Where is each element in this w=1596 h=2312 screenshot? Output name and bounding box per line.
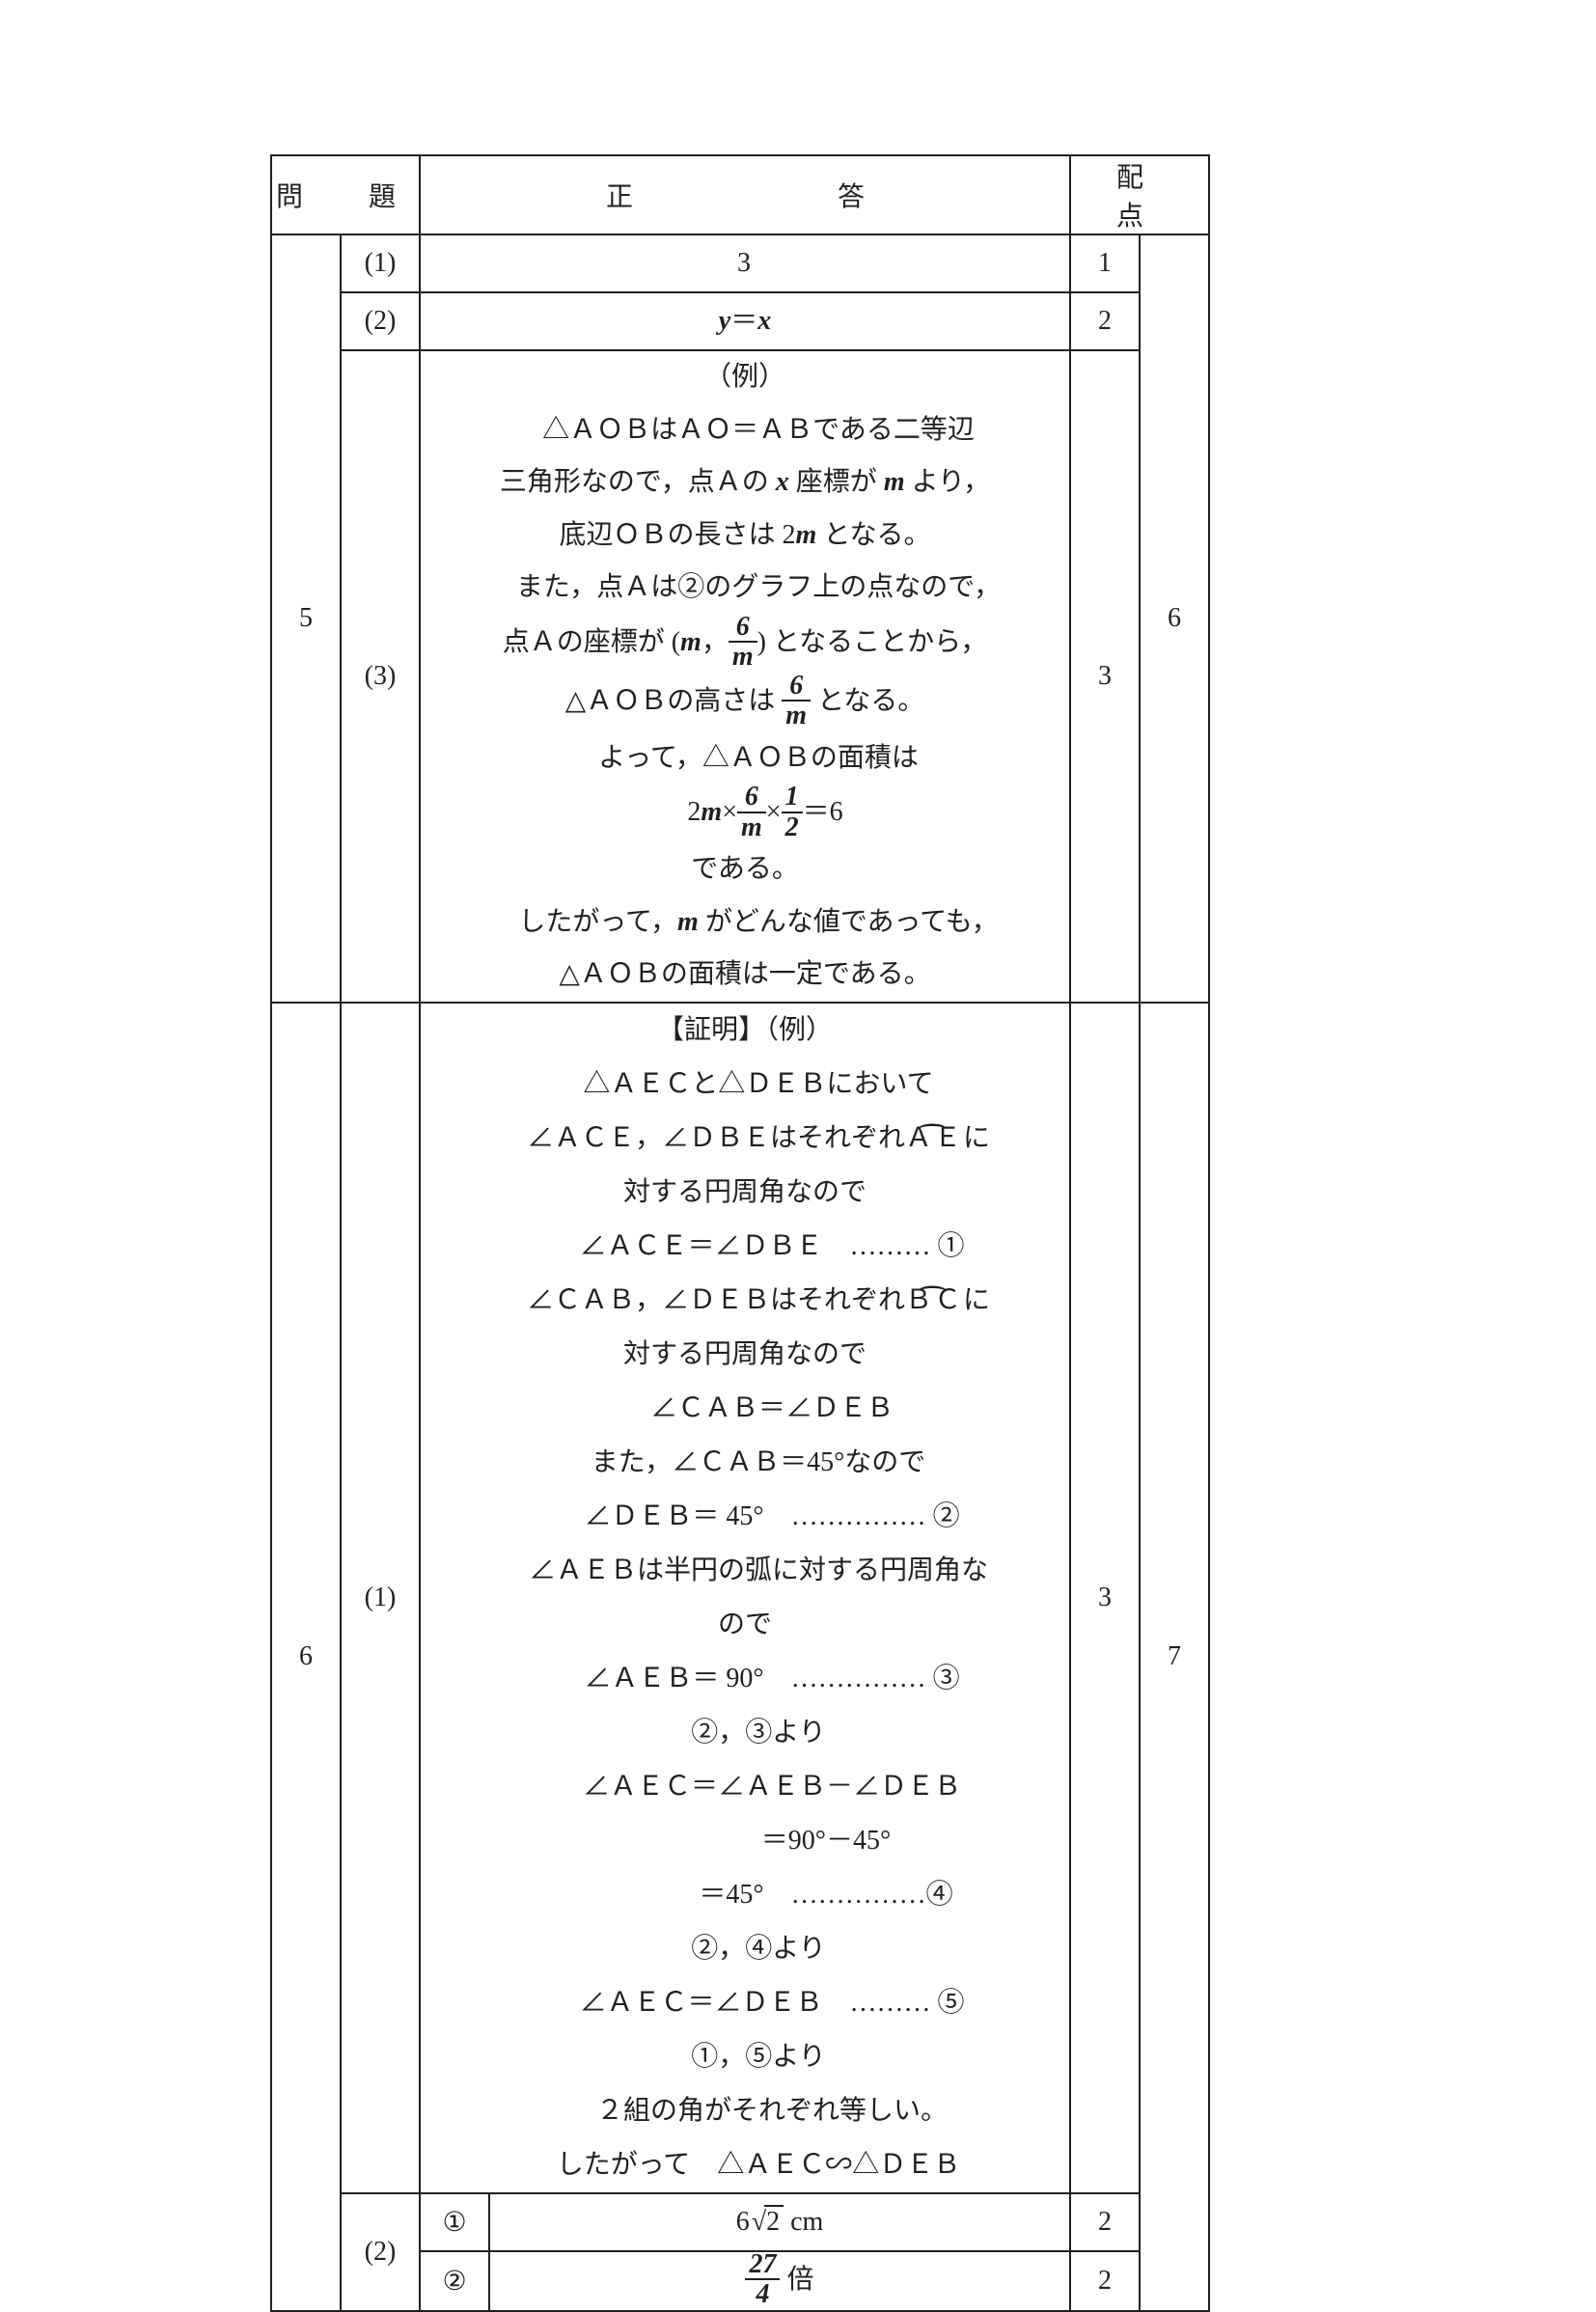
row-q5-2: (2) y＝x 2 <box>271 292 1209 350</box>
cell-q6-2-2-answer: 274 倍 <box>489 2251 1070 2312</box>
header-points: 配 点 <box>1070 155 1209 234</box>
table-header-row: 問 題 正 答 配 点 <box>271 155 1209 234</box>
cell-q6-2-1-points: 2 <box>1070 2193 1140 2251</box>
row-q5-3: (3) （例） △ＡＯＢはＡＯ＝ＡＢである二等辺 三角形なので，点Ａの x 座標… <box>271 350 1209 1003</box>
cell-q6-2-2-points: 2 <box>1070 2251 1140 2312</box>
cell-q5-2-points: 2 <box>1070 292 1140 350</box>
row-q6-2-1: (2) ① 6√2 cm 2 <box>271 2193 1209 2251</box>
cell-q6-total: 7 <box>1140 1003 1209 2312</box>
cell-q6-2-2-label: ② <box>420 2251 489 2312</box>
page: 問 題 正 答 配 点 5 (1) 3 1 6 (2) y＝x 2 (3) （例… <box>0 0 1596 2258</box>
cell-q6-2-1-answer: 6√2 cm <box>489 2193 1070 2251</box>
cell-q5-1-label: (1) <box>341 234 420 292</box>
q5-1-answer-text: 3 <box>737 248 753 278</box>
cell-q5-number: 5 <box>271 234 341 1003</box>
cell-q5-3-answer: （例） △ＡＯＢはＡＯ＝ＡＢである二等辺 三角形なので，点Ａの x 座標が m … <box>420 350 1070 1003</box>
cell-q5-2-answer: y＝x <box>420 292 1070 350</box>
cell-q5-3-label: (3) <box>341 350 420 1003</box>
cell-q6-number: 6 <box>271 1003 341 2312</box>
cell-q6-1-answer: 【証明】（例） △ＡＥＣと△ＤＥＢにおいて ∠ＡＣＥ，∠ＤＢＥはそれぞれＡＥに … <box>420 1003 1070 2193</box>
row-q6-1: 6 (1) 【証明】（例） △ＡＥＣと△ＤＥＢにおいて ∠ＡＣＥ，∠ＤＢＥはそれ… <box>271 1003 1209 2193</box>
cell-q6-1-points: 3 <box>1070 1003 1140 2193</box>
cell-q6-1-label: (1) <box>341 1003 420 2193</box>
header-answer: 正 答 <box>420 155 1070 234</box>
cell-q5-1-answer: 3 <box>420 234 1070 292</box>
cell-q5-total: 6 <box>1140 234 1209 1003</box>
cell-q5-2-label: (2) <box>341 292 420 350</box>
cell-q5-1-points: 1 <box>1070 234 1140 292</box>
cell-q5-3-points: 3 <box>1070 350 1140 1003</box>
cell-q6-2-1-label: ① <box>420 2193 489 2251</box>
answer-key-table: 問 題 正 答 配 点 5 (1) 3 1 6 (2) y＝x 2 (3) （例… <box>270 154 1210 2312</box>
header-question: 問 題 <box>271 155 420 234</box>
cell-q6-2-label: (2) <box>341 2193 420 2312</box>
row-q5-1: 5 (1) 3 1 6 <box>271 234 1209 292</box>
